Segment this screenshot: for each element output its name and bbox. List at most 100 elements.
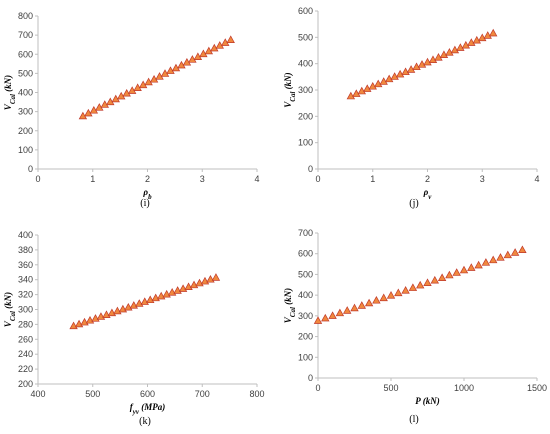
data-point-triangle <box>350 303 359 312</box>
chart-panel-i: 0 100 200 300 400 500 600 700 800 0 1 2 3 4 ρb VCal (kN… <box>3 11 260 209</box>
data-point-triangle <box>450 45 460 54</box>
panel-caption: (i) <box>140 198 149 209</box>
y-tick-label: 600 <box>18 49 33 59</box>
y-axis-label: VCal (kN) <box>3 292 17 327</box>
x-tick-label: 400 <box>30 389 45 399</box>
y-axis-label: VCal (kN) <box>283 288 297 323</box>
data-point-triangle <box>428 55 438 63</box>
data-point-triangle <box>372 296 381 304</box>
x-tick-label: 4 <box>254 174 259 184</box>
data-point-triangle <box>390 72 399 80</box>
y-tick-label: 300 <box>18 107 33 117</box>
data-point-triangle <box>406 65 416 73</box>
panel-caption: (k) <box>139 416 151 427</box>
x-tick-label: 600 <box>140 389 155 399</box>
data-point-triangle <box>401 67 410 76</box>
data-point-triangle <box>472 35 481 44</box>
data-point-triangle <box>474 260 483 269</box>
data-point-triangle <box>439 50 449 58</box>
y-tick-label: 220 <box>18 364 33 374</box>
y-tick-label: 380 <box>18 245 33 255</box>
y-tick-label: 100 <box>18 145 33 155</box>
data-point-triangle <box>328 311 337 319</box>
x-tick-label: 2 <box>425 174 430 184</box>
x-axis-label: ρb <box>142 187 152 201</box>
data-point-triangle <box>357 301 366 309</box>
y-axis-label: VCal (kN) <box>283 72 297 107</box>
x-tick-label: 4 <box>534 174 539 184</box>
y-tick-label: 500 <box>18 68 33 78</box>
data-point-triangle <box>445 270 454 279</box>
x-tick-label: 0 <box>35 174 40 184</box>
data-point-triangle <box>386 291 396 299</box>
data-point-triangle <box>379 77 388 85</box>
data-point-triangle <box>481 258 491 266</box>
y-tick-label: 700 <box>18 30 33 40</box>
y-tick-label: 600 <box>298 6 313 16</box>
x-tick-label: 3 <box>200 174 205 184</box>
data-point-triangle <box>408 283 418 291</box>
y-tick-label: 260 <box>18 334 33 344</box>
data-point-triangle <box>489 255 498 264</box>
data-point-triangle <box>467 263 476 271</box>
data-point-triangle <box>445 48 454 56</box>
y-tick-label: 400 <box>18 88 33 98</box>
x-tick-label: 1500 <box>527 383 547 393</box>
y-tick-label: 360 <box>18 260 33 270</box>
x-tick-label: 500 <box>383 383 398 393</box>
y-tick-label: 0 <box>308 164 313 174</box>
data-point-triangle <box>478 33 487 42</box>
data-point-triangle <box>452 268 461 276</box>
data-point-triangle <box>416 280 425 289</box>
y-tick-label: 400 <box>18 230 33 240</box>
y-tick-label: 100 <box>298 138 313 148</box>
data-point-triangle <box>343 306 352 314</box>
x-axis-label: P (kN) <box>415 396 439 406</box>
data-point-triangle <box>489 28 498 37</box>
data-point-triangle <box>423 278 432 286</box>
data-point-triangle <box>459 265 469 274</box>
data-point-triangle <box>395 69 405 78</box>
data-point-triangle <box>437 273 447 281</box>
data-point-triangle <box>357 86 366 95</box>
y-tick-label: 100 <box>298 352 313 362</box>
y-tick-label: 340 <box>18 275 33 285</box>
x-tick-label: 1000 <box>454 383 474 393</box>
chart-panel-j: 0 100 200 300 400 500 600 0 1 2 3 4 ρv VCal (kN) (j) <box>283 6 540 209</box>
data-point-triangle <box>321 313 330 322</box>
panel-caption: (j) <box>409 198 418 209</box>
y-tick-label: 300 <box>298 85 313 95</box>
chart-panel-k: 200 220 240 260 280 300 320 340 360 380 400 400 500 6… <box>3 230 265 427</box>
data-point-triangle <box>352 89 361 97</box>
data-point-triangle <box>456 43 465 51</box>
data-point-triangle <box>503 250 512 259</box>
x-axis-label: fyv (MPa) <box>130 402 165 416</box>
data-point-triangle <box>313 316 323 324</box>
y-tick-label: 400 <box>298 59 313 69</box>
data-point-triangle <box>335 308 345 317</box>
data-point-triangle <box>401 286 410 294</box>
y-tick-label: 200 <box>298 111 313 121</box>
data-point-triangle <box>518 245 527 254</box>
x-tick-label: 800 <box>249 389 264 399</box>
x-axis-label: ρv <box>423 187 433 201</box>
data-point-triangle <box>364 298 374 307</box>
panel-caption: (l) <box>409 414 418 425</box>
data-point-triangle <box>510 248 520 256</box>
data-point-triangle <box>461 40 471 49</box>
x-tick-label: 3 <box>480 174 485 184</box>
data-point-triangle <box>384 74 394 83</box>
y-axis-label: VCal (kN) <box>3 75 17 110</box>
data-point-triangle <box>211 273 221 281</box>
data-point-triangle <box>496 253 505 261</box>
y-tick-label: 700 <box>298 228 313 238</box>
data-point-triangle <box>379 293 388 302</box>
y-tick-label: 500 <box>298 32 313 42</box>
data-point-triangle <box>346 91 356 100</box>
data-point-triangle <box>430 275 439 284</box>
data-point-triangle <box>434 53 443 61</box>
y-tick-label: 240 <box>18 349 33 359</box>
y-tick-label: 200 <box>298 332 313 342</box>
data-point-triangle <box>368 81 377 90</box>
